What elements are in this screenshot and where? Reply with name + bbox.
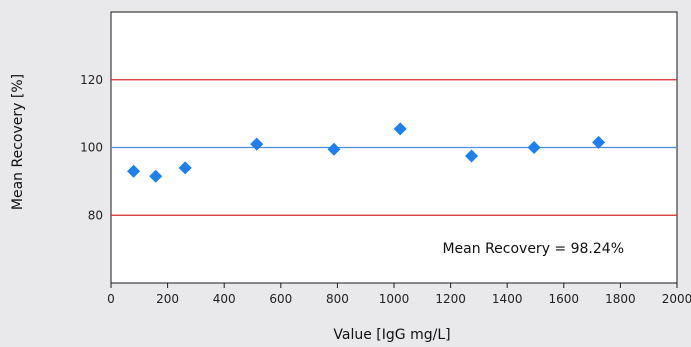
x-tick-label: 0 xyxy=(107,292,115,306)
x-axis-title: Value [IgG mg/L] xyxy=(333,327,450,343)
data-points xyxy=(127,122,606,183)
x-tick-label: 1600 xyxy=(549,292,580,306)
y-tick-label: 80 xyxy=(88,208,103,222)
data-point xyxy=(527,141,541,154)
x-tick-label: 1800 xyxy=(605,292,636,306)
x-tick-label: 400 xyxy=(213,292,236,306)
data-point xyxy=(393,122,407,136)
x-tick-label: 2000 xyxy=(662,292,691,306)
data-point xyxy=(327,142,341,156)
y-axis-title: Mean Recovery [%] xyxy=(10,74,26,210)
y-axis-ticks: 80 100 120 xyxy=(80,73,103,223)
reference-lines xyxy=(111,79,677,216)
x-tick-label: 800 xyxy=(326,292,349,306)
x-tick-label: 600 xyxy=(269,292,292,306)
data-point xyxy=(465,149,479,163)
mean-recovery-annotation: Mean Recovery = 98.24% xyxy=(442,241,624,257)
x-tick-label: 1400 xyxy=(492,292,523,306)
data-point xyxy=(178,161,192,175)
x-tick-label: 1000 xyxy=(379,292,410,306)
y-tick-label: 120 xyxy=(80,73,103,87)
data-point xyxy=(592,135,606,149)
x-axis-ticks: 0 200 400 600 800 1000 1200 1400 1600 1800 2000 xyxy=(107,283,691,306)
data-point xyxy=(127,164,141,178)
x-tick-label: 200 xyxy=(156,292,179,306)
y-tick-label: 100 xyxy=(80,141,103,155)
data-point xyxy=(250,137,264,151)
x-tick-label: 1200 xyxy=(435,292,466,306)
data-point xyxy=(149,169,163,183)
